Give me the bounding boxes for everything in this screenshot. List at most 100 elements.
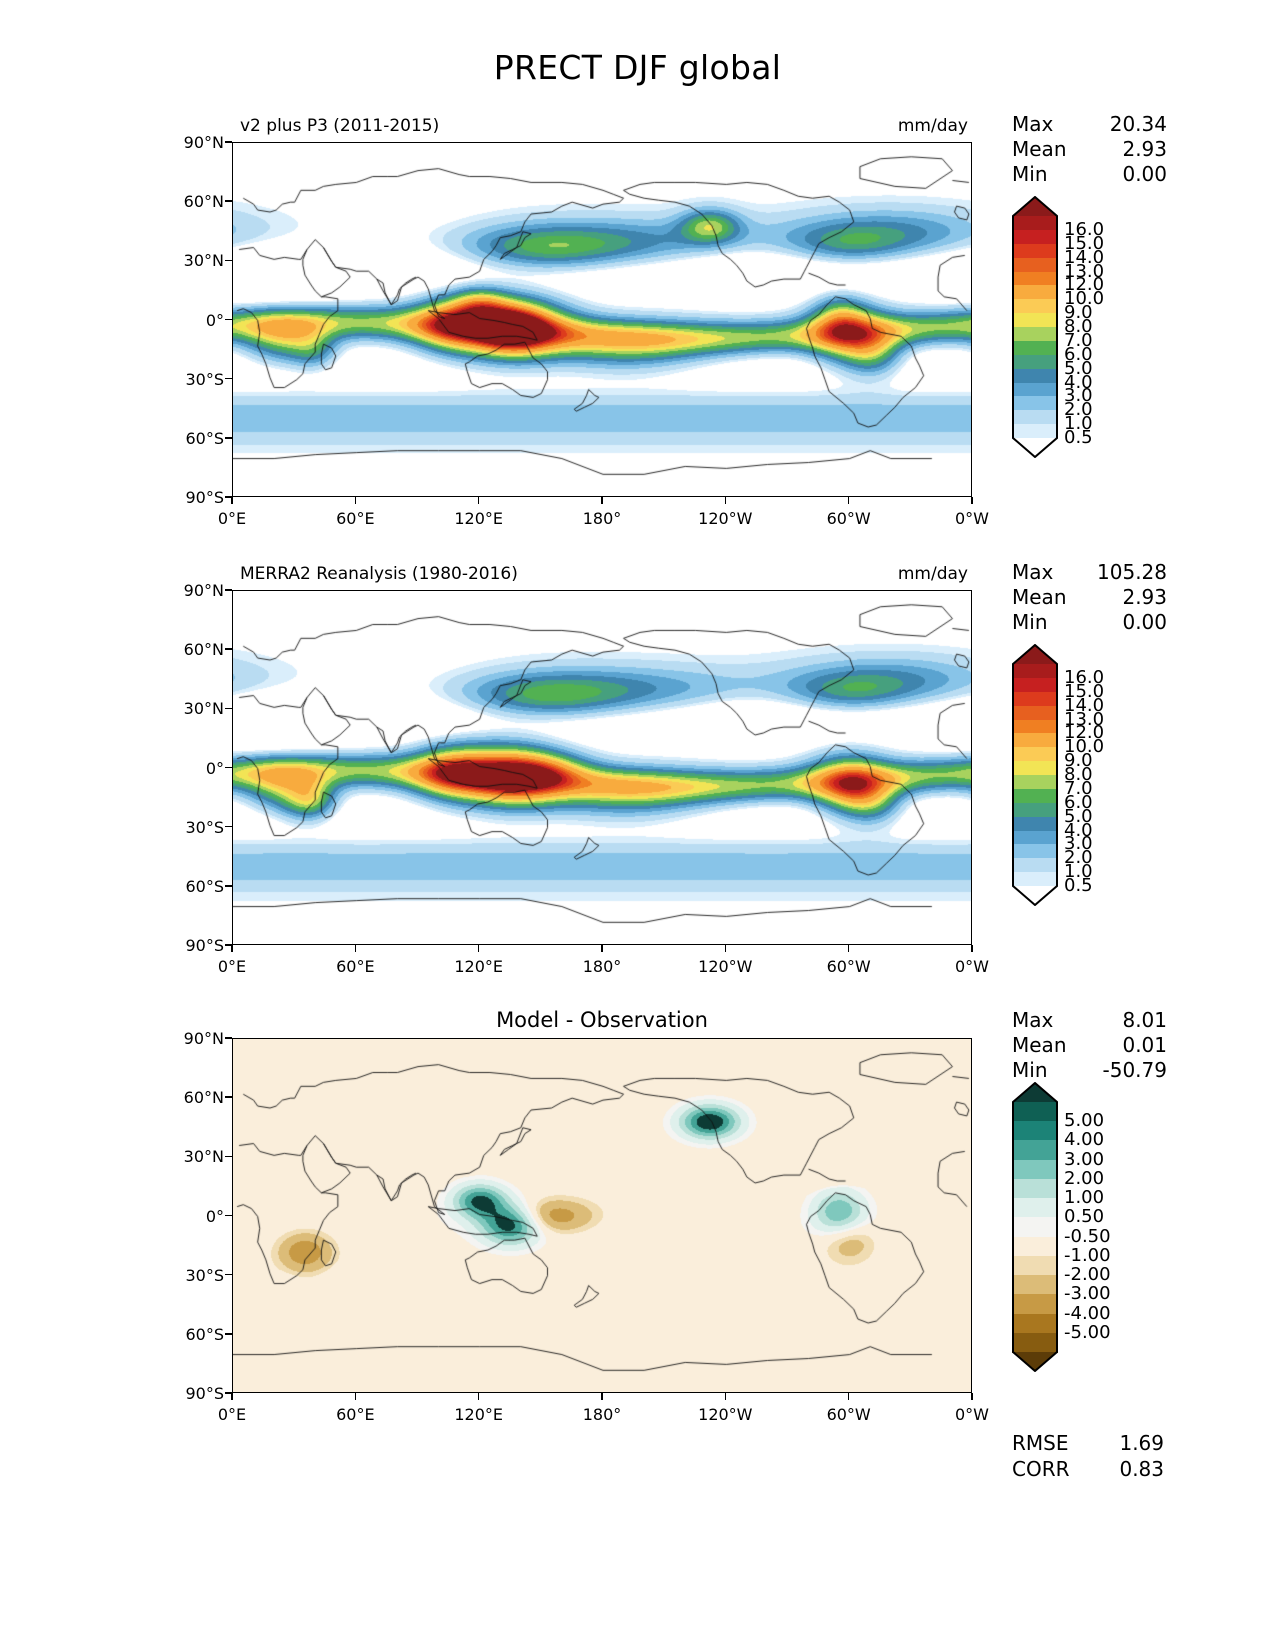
stat-difference-row: Max 8.01: [1012, 1008, 1167, 1033]
colorbar-tick-label: 15.0: [1064, 680, 1105, 702]
x-axis-tick-mark: [724, 497, 727, 504]
stat-model-label: Min: [1012, 162, 1048, 186]
x-axis-tick-label: 0°W: [955, 957, 989, 976]
colorbar-tick-label: 9.0: [1064, 302, 1093, 324]
y-axis-tick-label: 0°: [205, 1206, 224, 1226]
x-axis-tick-mark: [601, 1393, 603, 1400]
colorbar-segment: [1012, 719, 1058, 734]
colorbar-tick-label: 8.0: [1064, 764, 1093, 785]
colorbar-segment: [1012, 313, 1058, 328]
colorbar-segment: [1012, 229, 1058, 245]
colorbar-tick-label: 0.50: [1064, 1206, 1105, 1228]
footer-stats-difference: RMSE 1.69 CORR 0.83: [1012, 1430, 1164, 1482]
stat-difference-label: Mean: [1012, 1033, 1067, 1057]
colorbar-segment: [1012, 1236, 1058, 1257]
colorbar-body: [1012, 664, 1058, 887]
y-axis-tick-mark: [225, 1273, 232, 1276]
colorbar-segment: [1012, 733, 1058, 748]
colorbar-segment: [1012, 1178, 1058, 1199]
x-axis-tick-label: 60°W: [826, 957, 871, 976]
y-axis-tick-mark: [225, 1037, 232, 1039]
stat-model-value: 2.93: [1122, 137, 1167, 161]
colorbar-segment: [1012, 872, 1058, 887]
colorbar-tick-label: 9.0: [1064, 750, 1093, 772]
colorbar-tick-label: 14.0: [1064, 694, 1105, 716]
y-axis-tick-mark: [225, 377, 232, 380]
y-axis-tick-mark: [225, 141, 232, 143]
colorbar-segment: [1012, 340, 1058, 356]
colorbar-segment: [1012, 396, 1058, 411]
stat-difference-label: Min: [1012, 1058, 1048, 1082]
stat-observation-row: Mean 2.93: [1012, 585, 1167, 610]
x-axis-tick-label: 0°W: [955, 1405, 989, 1424]
y-axis-tick-mark: [225, 1392, 232, 1394]
x-axis-tick-mark: [354, 1393, 357, 1400]
x-axis-tick-label: 120°W: [698, 509, 753, 528]
stat-difference-value: 0.01: [1122, 1033, 1167, 1057]
colorbar-tick-label: -4.00: [1064, 1302, 1111, 1324]
colorbar-segment: [1012, 844, 1058, 859]
stats-difference: Max 8.01 Mean 0.01 Min -50.79: [1012, 1008, 1167, 1083]
stat-difference-row: Mean 0.01: [1012, 1033, 1167, 1058]
colorbar-tick-label: 4.00: [1064, 1129, 1105, 1151]
stat-observation-value: 2.93: [1122, 585, 1167, 609]
colorbar-tick-label: 6.0: [1064, 791, 1093, 813]
colorbar-segment: [1012, 1159, 1058, 1180]
x-axis-tick-mark: [477, 945, 480, 952]
panel-difference-title: Model - Observation: [496, 1008, 708, 1032]
colorbar-segment: [1012, 691, 1058, 707]
colorbar-tick-label: 13.0: [1064, 708, 1105, 730]
stat-difference-label: Max: [1012, 1008, 1054, 1032]
stat-difference-row: Min -50.79: [1012, 1058, 1167, 1083]
y-axis-tick-mark: [225, 259, 232, 262]
colorbar-tick-label: 2.00: [1064, 1167, 1105, 1189]
y-axis-tick-label: 60°S: [185, 1324, 224, 1344]
colorbar-segment: [1012, 410, 1058, 425]
footer-stat-label: CORR: [1012, 1457, 1070, 1481]
colorbar-tick-label: -3.00: [1064, 1283, 1111, 1305]
y-axis-tick-mark: [225, 1214, 232, 1217]
colorbar-tick-label: 1.0: [1064, 861, 1093, 883]
stats-model: Max 20.34 Mean 2.93 Min 0.00: [1012, 112, 1167, 187]
colorbar-segment: [1012, 830, 1058, 845]
footer-stat-row: CORR 0.83: [1012, 1456, 1164, 1482]
colorbar-segment: [1012, 257, 1058, 273]
panel-observation-units: mm/day: [897, 564, 968, 584]
stat-observation-value: 105.28: [1097, 560, 1167, 584]
colorbar-tick-label: -0.50: [1064, 1225, 1111, 1247]
colorbar-segment: [1012, 1198, 1058, 1218]
y-axis-tick-label: 90°N: [183, 1029, 224, 1048]
y-axis-tick-mark: [225, 766, 232, 769]
y-axis-tick-label: 60°S: [185, 876, 224, 896]
y-axis-tick-mark: [225, 200, 232, 202]
colorbar-tick-label: 10.0: [1064, 288, 1105, 310]
stat-observation-label: Max: [1012, 560, 1054, 584]
colorbar-segment: [1012, 1313, 1058, 1334]
colorbar-segment: [1012, 382, 1058, 397]
y-axis-tick-label: 60°N: [183, 640, 224, 660]
x-axis-tick-mark: [477, 1393, 480, 1400]
panel-difference: Model - Observation: [232, 1008, 972, 1393]
colorbar-segment: [1012, 271, 1058, 286]
stat-observation-row: Max 105.28: [1012, 560, 1167, 585]
colorbar-tick-label: 0.5: [1064, 427, 1093, 448]
stat-model-label: Mean: [1012, 137, 1067, 161]
x-axis-tick-label: 120°E: [454, 957, 503, 976]
x-axis-tick-mark: [971, 1393, 973, 1400]
x-axis-tick-mark: [847, 1393, 850, 1400]
colorbar-tick-label: 10.0: [1064, 736, 1105, 758]
colorbar-tick-label: 3.0: [1064, 833, 1093, 855]
stat-observation-label: Mean: [1012, 585, 1067, 609]
colorbar-tick-label: 0.5: [1064, 875, 1093, 896]
colorbar-segment: [1012, 747, 1058, 762]
panel-observation-title: MERRA2 Reanalysis (1980-2016): [240, 564, 518, 584]
y-axis-tick-label: 30°S: [185, 817, 224, 837]
colorbar-segment: [1012, 1332, 1058, 1353]
colorbar-segment: [1012, 1217, 1058, 1238]
colorbar-segment: [1012, 354, 1058, 370]
x-axis-tick-label: 60°W: [826, 1405, 871, 1424]
stat-observation-label: Min: [1012, 610, 1048, 634]
colorbar-segment: [1012, 1121, 1058, 1142]
stat-model-row: Min 0.00: [1012, 162, 1167, 187]
colorbar-segment: [1012, 775, 1058, 790]
